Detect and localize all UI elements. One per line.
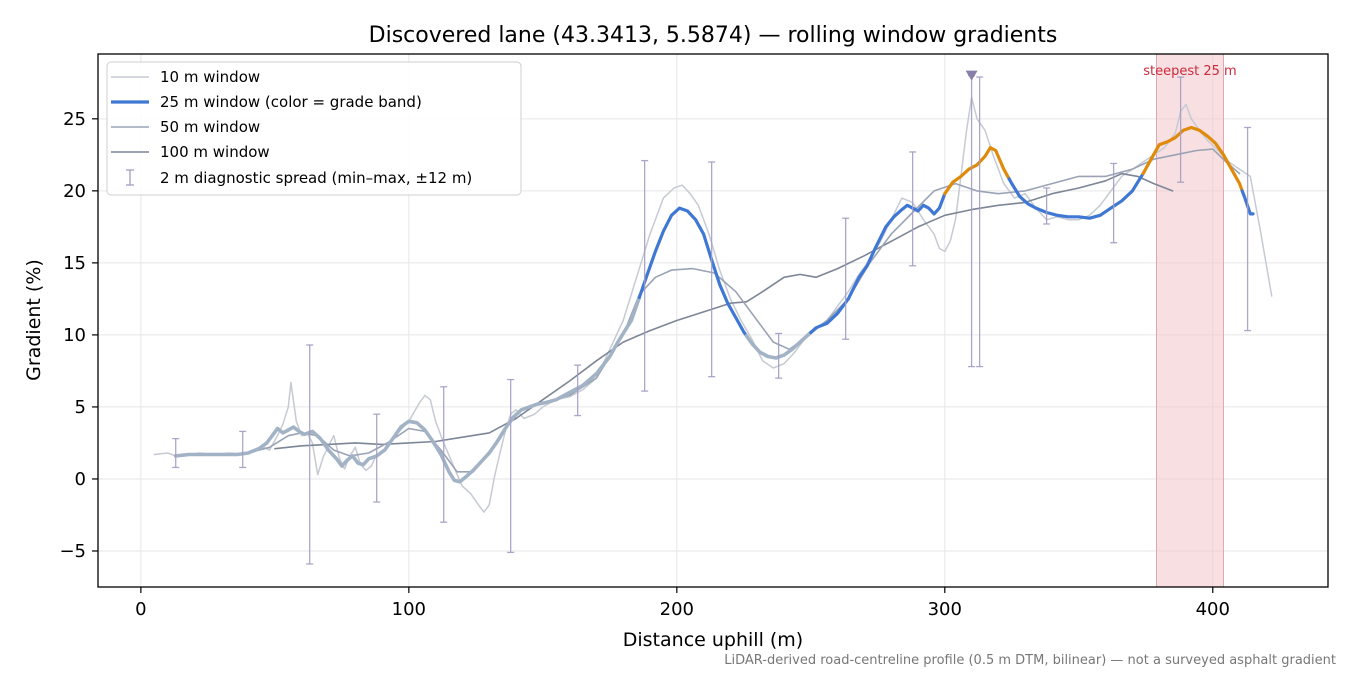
error-bar xyxy=(440,386,448,523)
x-tick-label: 300 xyxy=(928,599,962,620)
legend-box xyxy=(106,61,522,196)
y-tick-label: 5 xyxy=(75,397,86,418)
y-tick-label: 0 xyxy=(75,469,86,490)
x-tick-label: 400 xyxy=(1196,599,1230,620)
steepest-label: steepest 25 m xyxy=(1143,64,1236,79)
error-bar xyxy=(373,413,381,503)
error-bar xyxy=(1043,187,1051,225)
series-line-w50 xyxy=(174,148,1241,473)
error-bar xyxy=(842,217,850,340)
x-axis-ticks: 0 100 200 300 400 xyxy=(135,587,1230,620)
chart-title: Discovered lane (43.3413, 5.5874) — roll… xyxy=(369,23,1058,48)
error-bar xyxy=(507,378,515,554)
peak-marker xyxy=(965,70,978,81)
legend-label-spread: 2 m diagnostic spread (min–max, ±12 m) xyxy=(160,169,472,187)
series-line-w25-segment xyxy=(637,206,749,338)
y-tick-label: −5 xyxy=(59,541,86,562)
error-bar xyxy=(1110,162,1118,244)
series-line-w100 xyxy=(274,172,1174,450)
steepest-band-rect xyxy=(1155,53,1224,588)
legend: 10 m window 25 m window (color = grade b… xyxy=(106,61,522,196)
x-tick-label: 100 xyxy=(392,599,426,620)
error-bar xyxy=(775,332,783,379)
legend-label-w25: 25 m window (color = grade band) xyxy=(160,93,422,111)
error-bars xyxy=(172,74,1252,565)
error-bar xyxy=(641,159,649,392)
error-bar xyxy=(239,430,247,469)
x-tick-label: 0 xyxy=(135,599,146,620)
legend-label-w10: 10 m window xyxy=(160,68,260,86)
y-tick-label: 15 xyxy=(63,253,86,274)
series-lines xyxy=(153,96,1273,513)
legend-label-w100: 100 m window xyxy=(160,143,270,161)
legend-label-w50: 50 m window xyxy=(160,118,260,136)
series-line-w25-segment xyxy=(809,192,947,335)
series-line-w25-segment xyxy=(943,146,1011,196)
error-bar xyxy=(172,437,180,469)
error-bar xyxy=(306,344,314,565)
series-line-w25-segment xyxy=(173,295,642,484)
legend-swatch-spread xyxy=(126,169,134,186)
series-line-w25-segment xyxy=(1007,172,1145,220)
y-tick-label: 10 xyxy=(63,325,86,346)
x-tick-label: 200 xyxy=(660,599,694,620)
y-tick-label: 20 xyxy=(63,181,86,202)
footnote: LiDAR-derived road-centreline profile (0… xyxy=(724,653,1336,668)
error-bar xyxy=(909,151,917,267)
steepest-band: steepest 25 m xyxy=(1143,53,1237,588)
series-line-w25-segment xyxy=(1141,125,1244,193)
x-axis-label: Distance uphill (m) xyxy=(623,629,803,651)
peak-marker-triangle xyxy=(965,70,978,81)
error-bar xyxy=(1177,76,1185,183)
error-bar xyxy=(574,364,582,417)
y-axis-ticks: −5 0 5 10 15 20 25 xyxy=(59,109,98,562)
plot-frame xyxy=(97,53,1329,588)
series-line-w25-segment xyxy=(744,330,813,360)
y-tick-label: 25 xyxy=(63,109,86,130)
y-axis-label: Gradient (%) xyxy=(23,259,45,381)
error-bar xyxy=(976,76,984,368)
error-bar xyxy=(708,161,716,378)
error-bar xyxy=(1244,126,1252,332)
